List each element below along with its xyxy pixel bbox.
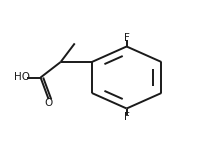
Text: HO: HO <box>14 73 30 82</box>
Text: F: F <box>123 33 129 43</box>
Text: O: O <box>45 98 53 108</box>
Text: F: F <box>123 112 129 122</box>
